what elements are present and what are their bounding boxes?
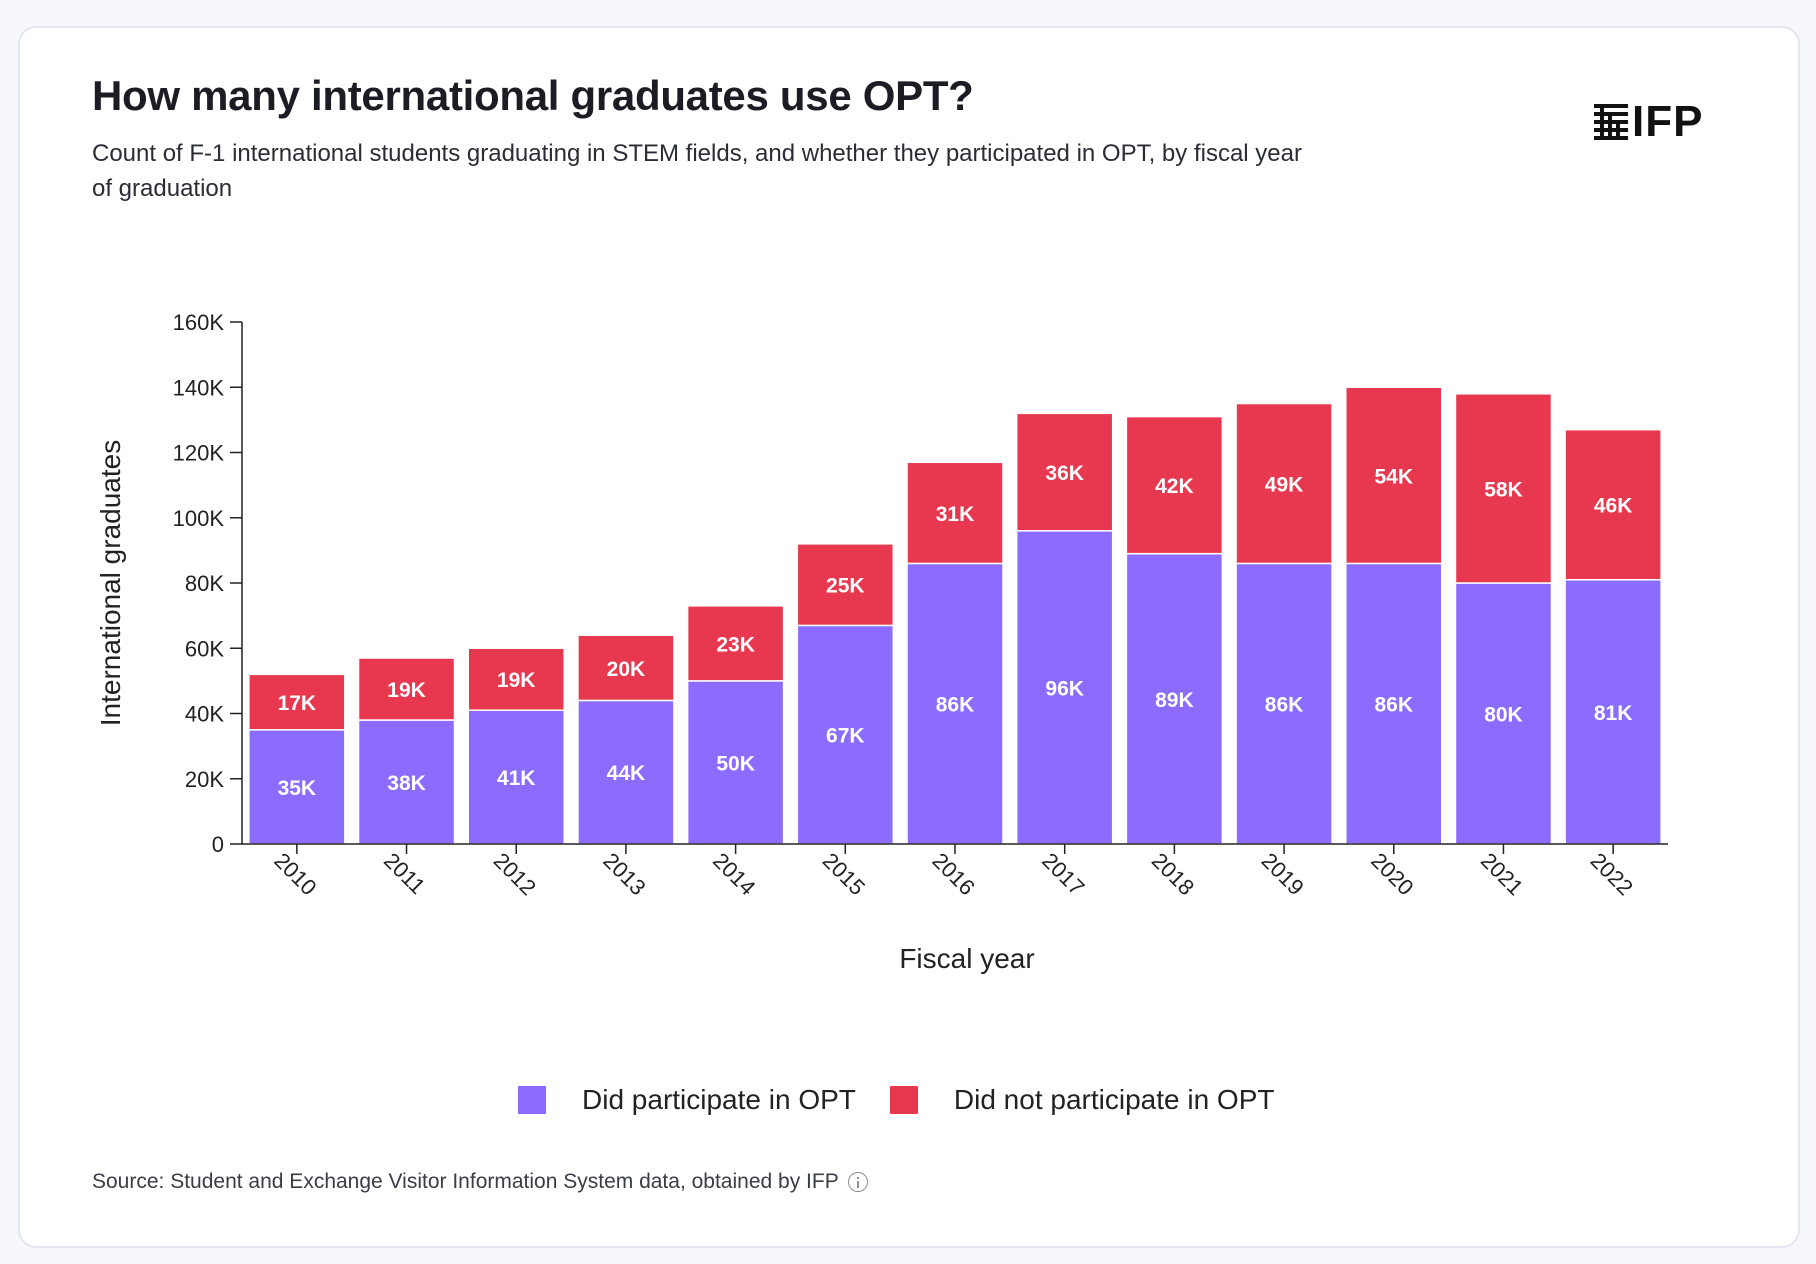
x-tick-label: 2019	[1257, 848, 1309, 900]
bar-value-label: 80K	[1484, 704, 1523, 727]
bar-not-participated	[357, 657, 456, 721]
bar-value-label: 81K	[1594, 702, 1633, 725]
bar-value-label: 44K	[607, 762, 646, 785]
chart-legend: Did participate in OPT Did not participa…	[518, 1080, 1308, 1120]
x-tick-label: 2013	[598, 848, 650, 900]
bar-participated	[1454, 582, 1553, 845]
y-tick-label: 0	[212, 832, 224, 857]
bar-participated	[577, 699, 675, 845]
bar-value-label: 38K	[387, 772, 426, 795]
bar-participated	[1345, 562, 1443, 845]
bar-participated	[1235, 562, 1333, 845]
bar-value-label: 86K	[936, 694, 975, 717]
bar-value-label: 19K	[497, 669, 536, 692]
logo-text: IFP	[1632, 97, 1704, 146]
bar-value-label: 58K	[1484, 478, 1523, 501]
bar-value-label: 50K	[716, 752, 755, 775]
y-tick-label: 60K	[185, 636, 224, 661]
info-icon[interactable]	[847, 1172, 868, 1192]
x-tick-label: 2020	[1366, 848, 1418, 900]
x-tick-label: 2016	[927, 848, 979, 900]
bar-value-label: 41K	[497, 767, 536, 790]
bar-not-participated	[1125, 415, 1224, 555]
bar-value-label: 31K	[936, 503, 975, 526]
bar-value-label: 86K	[1265, 694, 1304, 717]
bar-not-participated	[1235, 402, 1333, 565]
legend-label-not-participated: Did not participate in OPT	[953, 1084, 1275, 1115]
x-tick-label: 2011	[379, 848, 430, 899]
bar-value-label: 17K	[278, 692, 317, 715]
bar-participated	[357, 719, 456, 845]
y-tick-label: 40K	[185, 702, 224, 727]
legend-item-not-participated[interactable]: Did not participate in OPT	[889, 1084, 1275, 1116]
y-tick-label: 80K	[185, 571, 224, 596]
bar-not-participated	[577, 634, 675, 702]
ifp-stripes-icon	[1594, 104, 1628, 140]
x-tick-label: 2015	[818, 848, 870, 900]
bar-value-label: 25K	[826, 575, 865, 598]
bar-value-label: 86K	[1375, 694, 1414, 717]
x-axis-title: Fiscal year	[899, 943, 1034, 974]
x-tick-label: 2012	[489, 848, 541, 900]
bar-participated	[796, 624, 895, 845]
x-tick-label: 2022	[1586, 848, 1638, 900]
source-text: Source: Student and Exchange Visitor Inf…	[92, 1170, 839, 1193]
bar-not-participated	[906, 461, 1004, 565]
y-tick-label: 120K	[173, 441, 225, 466]
legend-swatch-not-participated	[889, 1086, 918, 1114]
y-tick-label: 160K	[173, 310, 225, 335]
chart-subtitle: Count of F-1 international students grad…	[92, 140, 1302, 202]
bar-value-label: 36K	[1045, 462, 1084, 485]
ifp-logo[interactable]: IFP	[1594, 97, 1724, 146]
bar-participated	[467, 709, 565, 845]
legend-label-participated: Did participate in OPT	[582, 1084, 856, 1115]
x-tick-label: 2017	[1037, 848, 1089, 900]
bar-not-participated	[1454, 393, 1553, 584]
y-tick-label: 140K	[173, 375, 225, 400]
bar-participated	[248, 729, 346, 845]
bar-participated	[1015, 530, 1114, 845]
legend-item-participated[interactable]: Did participate in OPT	[518, 1084, 856, 1116]
x-tick-label: 2021	[1476, 848, 1528, 900]
bar-not-participated	[1015, 412, 1114, 532]
bar-value-label: 19K	[387, 679, 426, 702]
bar-value-label: 67K	[826, 725, 865, 748]
bar-value-label: 20K	[607, 658, 646, 681]
bar-value-label: 54K	[1375, 465, 1414, 488]
stacked-bar-chart: 0 20K 40K 60K 80K 100K 120K 140K 160K Internation…	[95, 310, 1668, 974]
bar-not-participated	[1345, 386, 1443, 565]
bar-value-label: 23K	[716, 633, 755, 656]
x-tick-label: 2018	[1147, 848, 1199, 900]
bar-participated	[686, 680, 785, 845]
bar-value-label: 46K	[1594, 495, 1633, 518]
bar-participated	[1564, 578, 1662, 845]
bar-value-label: 96K	[1045, 677, 1084, 700]
y-tick-label: 20K	[185, 767, 224, 792]
bar-value-label: 42K	[1155, 475, 1194, 498]
bar-not-participated	[248, 673, 346, 731]
bar-value-label: 35K	[278, 777, 317, 800]
bar-not-participated	[796, 543, 895, 627]
y-axis-title: International graduates	[95, 440, 126, 726]
chart-title: How many international graduates use OPT…	[92, 72, 974, 119]
bar-not-participated	[686, 605, 785, 682]
bar-value-label: 89K	[1155, 689, 1194, 712]
bar-value-label: 49K	[1265, 473, 1304, 496]
bar-participated	[906, 562, 1004, 845]
y-tick-label: 100K	[173, 506, 225, 531]
legend-swatch-participated	[518, 1086, 546, 1114]
x-tick-label: 2010	[269, 848, 321, 900]
bar-not-participated	[467, 647, 565, 711]
x-tick-label: 2014	[708, 848, 760, 900]
bar-participated	[1125, 552, 1224, 845]
source-note: Source: Student and Exchange Visitor Inf…	[92, 1170, 868, 1194]
bar-not-participated	[1564, 428, 1662, 581]
